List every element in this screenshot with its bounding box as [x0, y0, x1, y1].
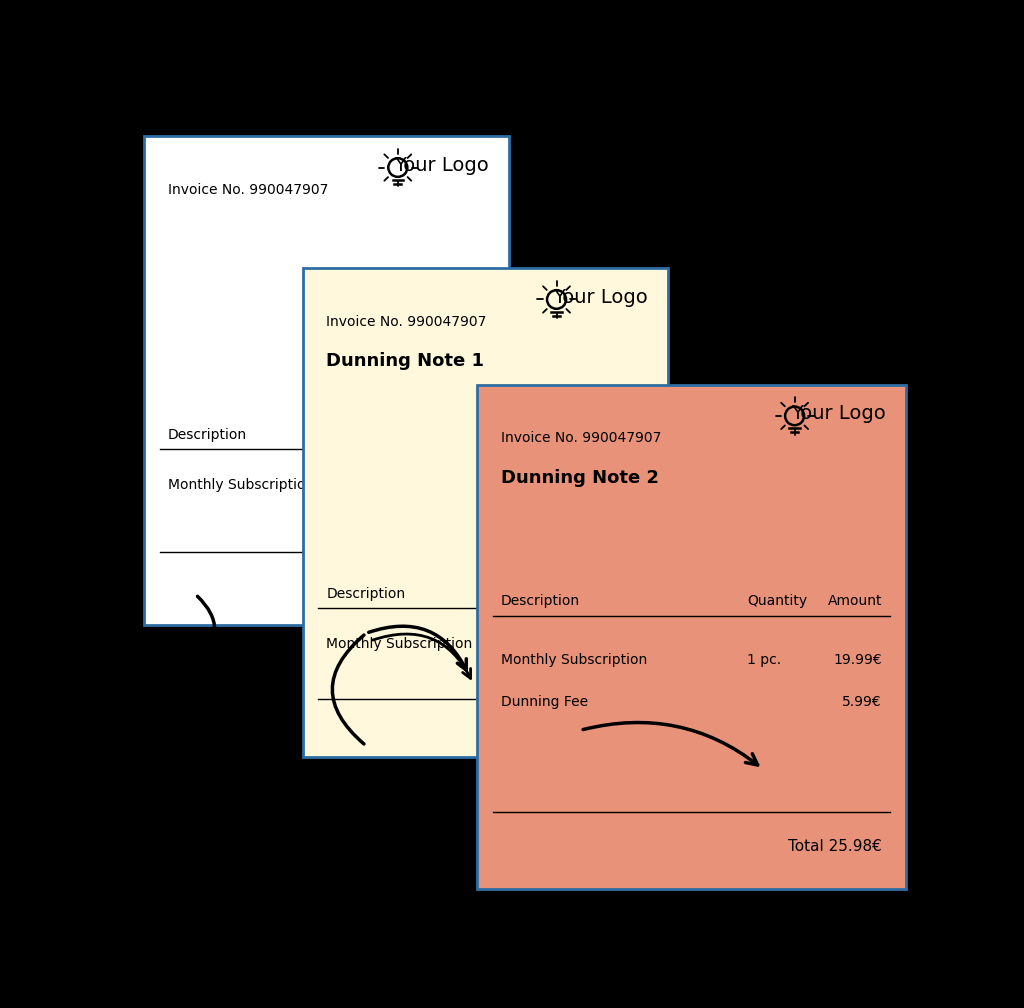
Text: Description: Description [501, 595, 581, 609]
Text: Dunning Note 1: Dunning Note 1 [327, 352, 484, 370]
Bar [303, 268, 668, 757]
Text: Invoice No. 990047907: Invoice No. 990047907 [168, 183, 328, 197]
Text: Monthly Subscription: Monthly Subscription [168, 478, 314, 492]
Text: Dunning Fee: Dunning Fee [501, 696, 588, 710]
Text: Qu: Qu [441, 427, 461, 442]
Text: Total 25.98€: Total 25.98€ [788, 839, 882, 854]
Bar [477, 385, 906, 889]
Text: 19.99€: 19.99€ [834, 652, 882, 666]
Text: Monthly Subscription: Monthly Subscription [327, 637, 473, 651]
Text: Your Logo: Your Logo [792, 404, 886, 423]
Text: Description: Description [168, 427, 247, 442]
Text: 5.99€: 5.99€ [843, 696, 882, 710]
Text: Quantity: Quantity [748, 595, 807, 609]
Text: Monthly Subscription: Monthly Subscription [501, 652, 647, 666]
Bar [143, 136, 509, 625]
Text: Your Logo: Your Logo [553, 288, 648, 306]
Text: Dunning Note 2: Dunning Note 2 [501, 469, 659, 487]
Text: Amount: Amount [827, 595, 882, 609]
Text: 1 pc.: 1 pc. [748, 652, 781, 666]
Text: Qu: Qu [600, 587, 620, 601]
Text: Invoice No. 990047907: Invoice No. 990047907 [501, 431, 662, 446]
Text: Your Logo: Your Logo [394, 156, 489, 174]
Text: Description: Description [327, 587, 406, 601]
Text: Invoice No. 990047907: Invoice No. 990047907 [327, 314, 486, 329]
